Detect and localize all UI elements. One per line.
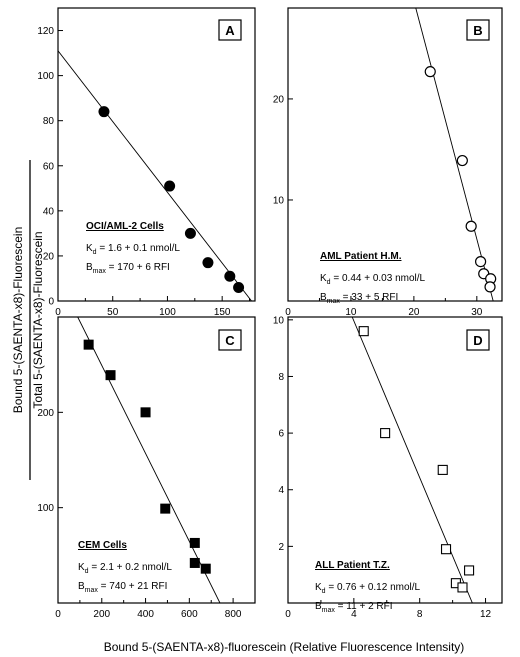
panel-letter: C bbox=[225, 333, 235, 348]
panel-d: 0 4 8 12 2 4 6 8 10 D ALL Patient T.Z. Kd = 0.76 + … bbox=[273, 315, 503, 620]
data-point bbox=[202, 257, 214, 269]
sample-name: ALL Patient T.Z. bbox=[315, 560, 390, 571]
data-point bbox=[457, 582, 468, 593]
panel-letter: D bbox=[473, 333, 482, 348]
x-tick-label: 800 bbox=[225, 609, 242, 620]
sample-name: OCI/AML-2 Cells bbox=[86, 221, 164, 232]
fit-line bbox=[415, 8, 494, 301]
x-tick-label: 30 bbox=[471, 307, 483, 318]
kd-text: Kd = 2.1 + 0.2 nmol/L bbox=[78, 562, 172, 575]
data-point bbox=[465, 220, 477, 232]
x-axis-title: Bound 5-(SAENTA-x8)-fluorescein (Relativ… bbox=[104, 640, 465, 654]
fit-line bbox=[58, 50, 253, 301]
data-point bbox=[464, 565, 475, 576]
x-tick-label: 10 bbox=[345, 307, 357, 318]
kd-text: Kd = 0.76 + 0.12 nmol/L bbox=[315, 582, 421, 595]
y-tick-label: 0 bbox=[48, 297, 54, 308]
y-axis-title-numerator: Bound 5-(SAENTA-x8)-Fluorescein bbox=[11, 227, 25, 414]
x-tick-label: 4 bbox=[351, 609, 357, 620]
y-tick-label: 20 bbox=[273, 94, 285, 105]
y-tick-label: 10 bbox=[273, 195, 285, 206]
x-tick-label: 0 bbox=[285, 307, 291, 318]
fit-line bbox=[77, 317, 221, 603]
data-point bbox=[200, 563, 211, 574]
y-tick-label: 2 bbox=[278, 542, 284, 553]
y-tick-label: 8 bbox=[278, 372, 284, 383]
panel-letter-box bbox=[466, 329, 490, 351]
y-tick-label: 100 bbox=[37, 71, 54, 82]
bmax-text: Bmax = 170 + 6 RFI bbox=[86, 262, 170, 275]
data-point bbox=[189, 537, 200, 548]
y-tick-label: 10 bbox=[273, 315, 285, 326]
plot-frame bbox=[287, 7, 503, 302]
x-tick-label: 20 bbox=[408, 307, 420, 318]
data-point bbox=[189, 557, 200, 568]
sample-name: AML Patient H.M. bbox=[320, 251, 402, 262]
plot-frame bbox=[287, 316, 503, 604]
data-point bbox=[184, 227, 196, 239]
y-tick-label: 200 bbox=[37, 408, 54, 419]
x-tick-label: 100 bbox=[159, 307, 176, 318]
panel-letter: B bbox=[473, 23, 482, 38]
x-tick-label: 12 bbox=[480, 609, 492, 620]
plot-frame bbox=[57, 316, 256, 604]
data-point bbox=[105, 370, 116, 381]
x-tick-label: 0 bbox=[55, 609, 61, 620]
bmax-text: Bmax = 740 + 21 RFI bbox=[78, 581, 167, 594]
data-point bbox=[484, 281, 496, 293]
panel-a: 0 50 100 150 0 20 40 60 80 100 120 A OCI/AML-2 Cells… bbox=[37, 7, 256, 318]
data-point bbox=[160, 503, 171, 514]
y-tick-label: 80 bbox=[43, 116, 55, 127]
data-point bbox=[424, 66, 436, 78]
x-tick-label: 50 bbox=[107, 307, 119, 318]
data-point bbox=[437, 464, 448, 475]
x-tick-label: 0 bbox=[55, 307, 61, 318]
fit-line bbox=[351, 317, 473, 603]
y-tick-label: 60 bbox=[43, 161, 55, 172]
sample-name: CEM Cells bbox=[78, 540, 127, 551]
y-tick-label: 20 bbox=[43, 251, 55, 262]
y-axis-title-denominator: Total 5-(SAENTA-x8)-Fluorescein bbox=[31, 231, 45, 408]
bmax-text: Bmax = 11 + 2 RFI bbox=[315, 601, 393, 614]
data-point bbox=[98, 106, 110, 118]
data-point bbox=[140, 407, 151, 418]
data-point bbox=[440, 544, 452, 555]
bmax-text: Bmax = 33 + 5 RFI bbox=[320, 292, 398, 305]
y-tick-label: 4 bbox=[278, 485, 284, 496]
panel-letter-box bbox=[466, 19, 490, 41]
kd-text: Kd = 1.6 + 0.1 nmol/L bbox=[86, 243, 180, 256]
x-tick-label: 150 bbox=[214, 307, 231, 318]
x-tick-label: 200 bbox=[93, 609, 110, 620]
data-point bbox=[164, 180, 176, 192]
x-tick-label: 8 bbox=[417, 609, 423, 620]
data-point bbox=[233, 281, 245, 293]
data-point bbox=[358, 326, 369, 337]
plot-frame bbox=[57, 7, 256, 302]
data-point bbox=[224, 270, 236, 282]
panel-b: 0 10 20 30 10 20 B AML Patient H.M. Kd = 0.44 + … bbox=[273, 7, 503, 318]
panel-letter: A bbox=[225, 23, 235, 38]
data-point bbox=[83, 339, 94, 350]
y-tick-label: 120 bbox=[37, 26, 54, 37]
panel-letter-box bbox=[218, 19, 242, 41]
x-tick-label: 400 bbox=[137, 609, 154, 620]
data-point bbox=[380, 428, 391, 439]
data-point bbox=[475, 255, 487, 268]
x-tick-label: 0 bbox=[285, 609, 291, 620]
y-tick-label: 6 bbox=[278, 429, 284, 440]
data-point bbox=[456, 154, 468, 167]
panel-c: 0 200 400 600 800 100 200 C CEM Cells Kd = 2.1 + … bbox=[37, 316, 256, 620]
x-tick-label: 600 bbox=[181, 609, 198, 620]
kd-text: Kd = 0.44 + 0.03 nmol/L bbox=[320, 273, 426, 286]
panel-letter-box bbox=[218, 329, 242, 351]
y-tick-label: 40 bbox=[43, 206, 55, 217]
y-tick-label: 100 bbox=[37, 503, 54, 514]
